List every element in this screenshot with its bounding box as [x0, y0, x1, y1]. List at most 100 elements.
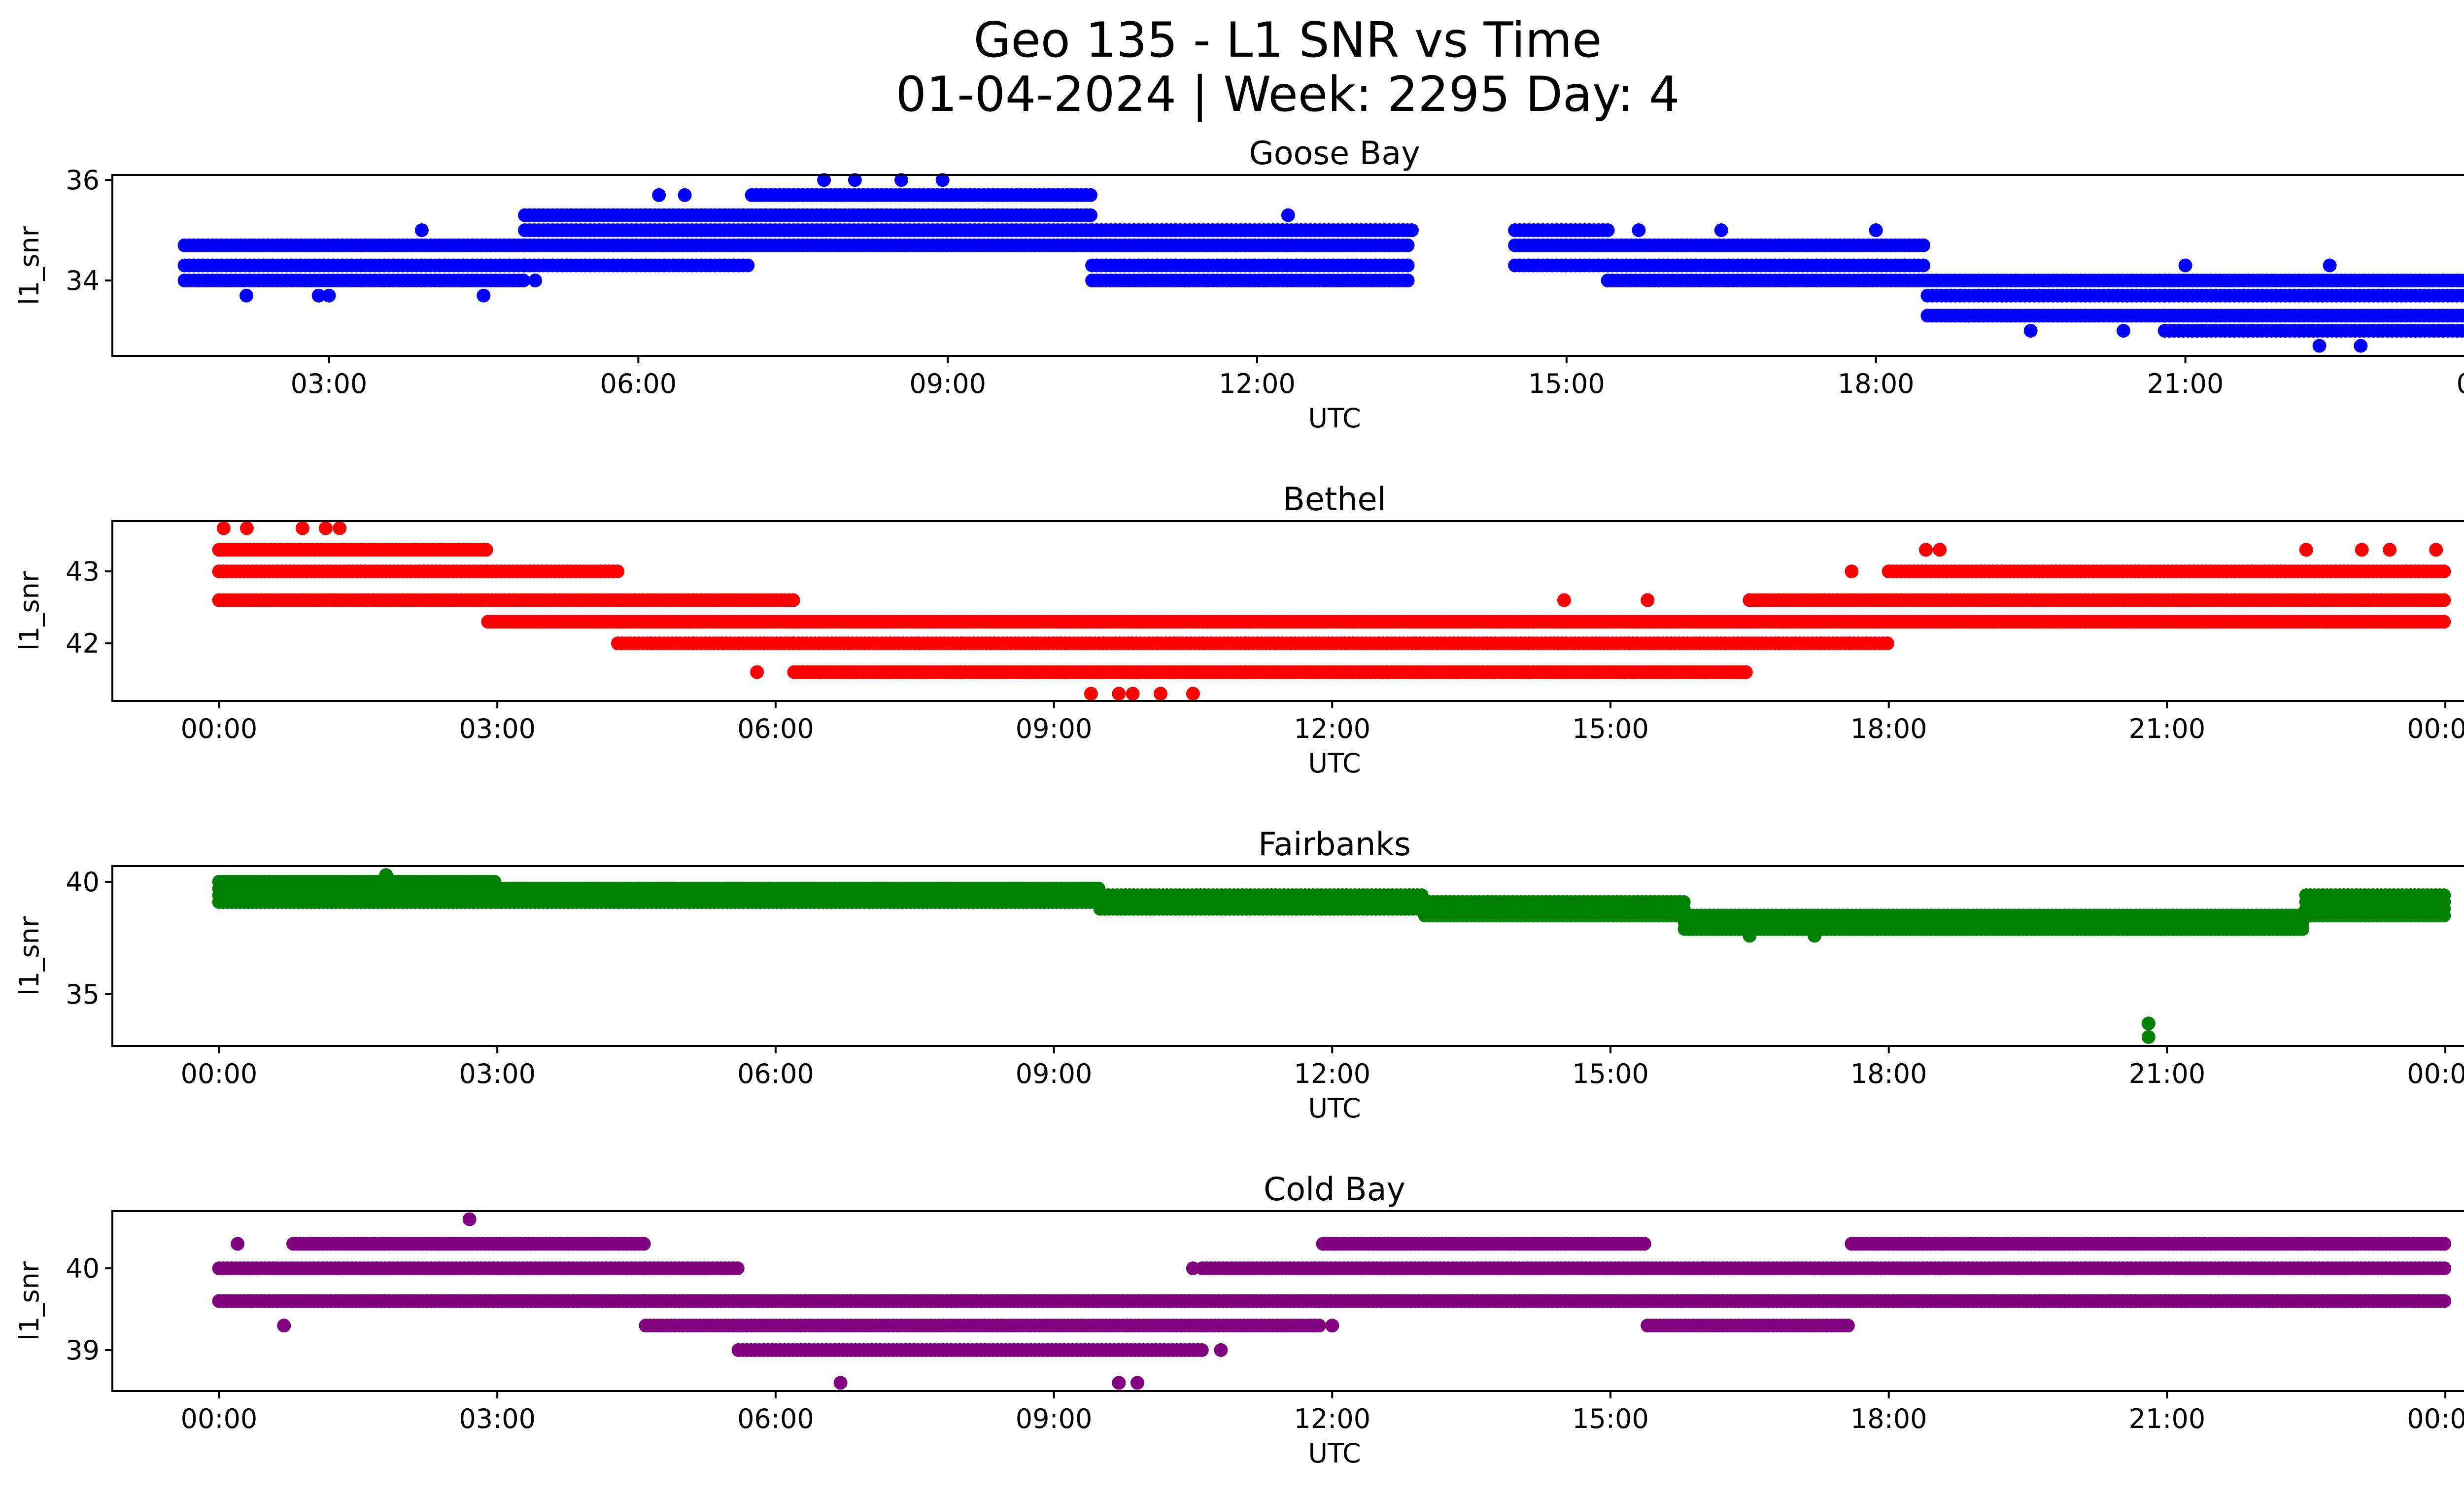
data-point [2023, 324, 2038, 338]
data-point [1880, 636, 1894, 651]
data-point [479, 543, 493, 557]
data-point [2117, 324, 2130, 338]
y-tick-label: 34 [66, 265, 100, 296]
data-point [2437, 564, 2451, 579]
data-point [2323, 258, 2337, 273]
data-point [240, 288, 254, 303]
data-point [796, 665, 811, 679]
data-point [2354, 339, 2368, 353]
x-tick-label: 03:00 [291, 368, 368, 399]
data-point [1916, 238, 1930, 252]
data-point [1084, 687, 1098, 701]
x-tick-label: 06:00 [737, 713, 814, 744]
y-tick-label: 43 [66, 556, 100, 587]
data-point [1112, 687, 1126, 701]
data-point [2355, 543, 2369, 557]
data-point [318, 521, 333, 535]
data-point [1845, 564, 1859, 579]
data-point [1632, 223, 1646, 238]
x-tick-label: 00:00 [181, 713, 258, 744]
data-point [2178, 258, 2192, 273]
data-point [1186, 687, 1200, 701]
x-axis-label: UTC [1308, 748, 1361, 779]
data-point [1601, 223, 1615, 238]
y-tick-label: 42 [66, 628, 100, 659]
data-point [610, 564, 624, 579]
data-point [1401, 238, 1415, 252]
data-point [2429, 543, 2443, 557]
data-point [2299, 543, 2313, 557]
x-tick-label: 00:00 [2457, 368, 2464, 399]
data-point [2383, 543, 2397, 557]
x-tick-label: 09:00 [1016, 713, 1093, 744]
data-point [1557, 593, 1571, 607]
x-tick-label: 18:00 [1850, 713, 1927, 744]
data-point [678, 188, 692, 202]
y-tick-label: 36 [66, 165, 100, 196]
figure-title-line2: 01-04-2024 | Week: 2295 Day: 4 [896, 67, 1680, 123]
scatter-points [177, 173, 2464, 353]
data-point [1126, 687, 1140, 701]
data-point [1962, 309, 1976, 323]
panel-title: Fairbanks [1258, 826, 1411, 863]
scatter-points [212, 868, 2451, 1044]
figure-title-line1: Geo 135 - L1 SNR vs Time [974, 12, 1602, 69]
data-point [216, 521, 231, 535]
data-point [477, 288, 491, 303]
data-point [1933, 543, 1947, 557]
data-point [1677, 895, 1691, 909]
x-tick-label: 15:00 [1528, 368, 1605, 399]
panel-goose-bay: Goose Bay 03:00 06:00 09:00 12:00 15:00 18:00… [14, 135, 2464, 434]
panel-bethel: Bethel 00:00 03:00 06:00 09:00 12:00 15:00 18:… [14, 481, 2464, 779]
data-point [414, 223, 429, 238]
data-point [1869, 223, 1883, 238]
data-point [1154, 687, 1168, 701]
panel-fairbanks: Fairbanks 00:00 03:00 06:00 09:00 12:00 15:00… [14, 826, 2464, 1124]
data-point [1084, 208, 1097, 222]
data-point [240, 521, 254, 535]
data-point [1739, 665, 1753, 679]
data-point [2312, 339, 2327, 353]
data-point [741, 258, 755, 273]
x-tick-label: 12:00 [1294, 713, 1370, 744]
x-tick-label: 12:00 [1219, 368, 1296, 399]
data-point [1281, 208, 1295, 222]
data-point [516, 274, 530, 288]
data-point [295, 593, 309, 607]
data-point [786, 593, 800, 607]
panel-title: Bethel [1283, 481, 1386, 518]
data-point [528, 274, 543, 288]
panel-title: Goose Bay [1249, 135, 1420, 172]
scatter-points [212, 521, 2451, 701]
x-tick-label: 09:00 [909, 368, 986, 399]
data-point [1641, 593, 1655, 607]
data-point [360, 593, 375, 607]
data-point [1401, 274, 1415, 288]
data-point [1916, 258, 1930, 273]
y-axis-label: l1_snr [14, 225, 45, 305]
x-tick-label: 15:00 [1572, 713, 1649, 744]
data-point [1084, 188, 1097, 202]
data-point [1401, 258, 1415, 273]
data-point [295, 521, 309, 535]
data-point [2437, 593, 2451, 607]
data-point [323, 593, 338, 607]
data-point [1405, 223, 1419, 238]
x-tick-label: 03:00 [459, 713, 536, 744]
data-point [652, 188, 666, 202]
data-point [1919, 543, 1933, 557]
y-axis-label: l1_snr [14, 571, 45, 651]
data-point [322, 288, 336, 303]
x-tick-label: 00:00 [2407, 713, 2464, 744]
data-point [333, 521, 347, 535]
data-point [1714, 223, 1728, 238]
x-tick-label: 06:00 [600, 368, 677, 399]
axis-ticks: 00:00 03:00 06:00 09:00 12:00 15:00 18:00 21:00… [66, 556, 2464, 744]
x-tick-label: 21:00 [2129, 713, 2206, 744]
data-point [2437, 615, 2451, 629]
x-axis-label: UTC [1308, 403, 1361, 434]
x-tick-label: 21:00 [2147, 368, 2224, 399]
x-tick-label: 18:00 [1838, 368, 1915, 399]
data-point [750, 665, 764, 679]
